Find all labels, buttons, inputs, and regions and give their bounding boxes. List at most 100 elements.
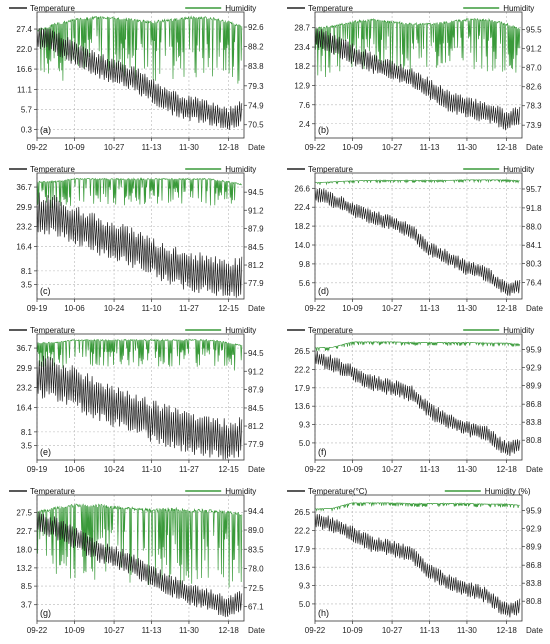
legend-temperature-label: Temperature [308, 165, 353, 174]
y-right-tick-label: 80.8 [526, 597, 542, 606]
y-right-tick-label: 84.5 [248, 404, 264, 413]
plot-frame [36, 172, 245, 300]
legend-humidity-label: Humidity [503, 326, 534, 335]
y-left-tick-label: 16.6 [16, 65, 32, 74]
panel-h: 5.0 9.3 13.6 17.9 22.2 26.5 80.8 83.8 86.8 89.9 92… [287, 487, 543, 635]
y-right-tick-label: 76.4 [526, 279, 542, 288]
y-left-tick-label: 16.4 [16, 404, 32, 413]
x-axis-label: Date [248, 304, 265, 313]
y-left-tick-label: 3.7 [21, 601, 33, 610]
y-left-tick-label: 9.3 [299, 421, 311, 430]
temperature-series-line [37, 511, 243, 618]
x-tick-label: 11-13 [420, 465, 440, 474]
legend: Temperature Humidity [9, 4, 256, 13]
y-right-tick-label: 78.0 [248, 565, 264, 574]
legend-temperature-label: Temperature [30, 165, 75, 174]
legend: Temperature(°C) Humidity (%) [287, 487, 531, 496]
y-left-tick-label: 11.1 [17, 85, 33, 94]
legend: Temperature Humidity [9, 487, 256, 496]
y-right-tick-label: 95.9 [526, 346, 542, 355]
y-right-tick-label: 77.9 [248, 279, 264, 288]
y-right-tick-label: 88.0 [526, 222, 542, 231]
y-right-tick-label: 94.5 [248, 349, 264, 358]
panel-e: 3.5 8.1 16.4 23.2 29.9 36.7 77.9 81.2 84.5 87.9 91… [9, 326, 265, 474]
y-right-tick-label: 91.2 [248, 206, 264, 215]
panel-label: (b) [318, 125, 329, 135]
x-axis-label: Date [526, 143, 543, 152]
y-left-tick-label: 36.7 [16, 344, 32, 353]
y-right-tick-label: 86.8 [526, 561, 542, 570]
x-tick-label: 11-13 [420, 626, 440, 635]
legend-humidity-label: Humidity (%) [485, 487, 531, 496]
grid [314, 173, 522, 299]
panel-label: (a) [40, 125, 51, 135]
y-right-tick-label: 87.0 [526, 63, 542, 72]
x-tick-label: 09-19 [27, 304, 48, 313]
panel-g: 3.7 8.5 13.2 18.0 22.7 27.5 67.1 72.5 78.0 83.5 89… [9, 487, 265, 635]
y-right-tick-label: 91.2 [526, 45, 542, 54]
panel-b: 2.4 7.6 12.9 18.2 23.4 28.7 73.9 78.3 82.6 87.0 91… [287, 4, 543, 152]
y-left-tick-label: 17.9 [294, 545, 310, 554]
x-tick-label: 11-13 [142, 143, 162, 152]
legend-humidity-label: Humidity [503, 165, 534, 174]
y-right-tick-label: 92.9 [526, 525, 542, 534]
humidity-series-line [37, 503, 243, 588]
y-right-tick-label: 81.2 [248, 261, 264, 270]
y-right-tick-label: 88.2 [248, 42, 264, 51]
x-tick-label: 10-06 [64, 465, 85, 474]
y-right-tick-label: 89.0 [248, 526, 264, 535]
x-tick-label: 12-18 [496, 465, 517, 474]
x-tick-label: 10-06 [64, 304, 85, 313]
y-left-tick-label: 23.2 [16, 223, 32, 232]
legend-temperature-label: Temperature(°C) [308, 487, 368, 496]
temperature-series-line [315, 28, 521, 131]
panel-label: (f) [318, 447, 327, 457]
y-left-tick-label: 7.6 [299, 101, 311, 110]
y-right-tick-label: 87.9 [248, 224, 264, 233]
humidity-series-line [315, 178, 520, 186]
y-left-tick-label: 14.0 [294, 241, 310, 250]
plot-frame [36, 333, 245, 461]
y-right-tick-label: 84.5 [248, 243, 264, 252]
x-tick-label: 11-30 [179, 143, 199, 152]
x-axis-label: Date [526, 465, 543, 474]
humidity-series-line [315, 17, 521, 78]
x-axis-label: Date [526, 626, 543, 635]
x-axis-label: Date [526, 304, 543, 313]
y-left-tick-label: 18.2 [294, 62, 310, 71]
x-tick-label: 09-22 [305, 465, 326, 474]
temperature-series-line [315, 512, 521, 618]
legend-humidity-label: Humidity [225, 4, 256, 13]
x-axis-label: Date [248, 465, 265, 474]
y-left-tick-label: 17.9 [294, 384, 310, 393]
y-right-tick-label: 77.9 [248, 440, 264, 449]
plot-frame [36, 494, 245, 622]
y-right-tick-label: 78.3 [526, 102, 542, 111]
temperature-series-line [37, 27, 243, 130]
y-left-tick-label: 8.5 [21, 582, 33, 591]
x-tick-label: 12-15 [218, 465, 239, 474]
x-tick-label: 10-27 [382, 626, 403, 635]
y-left-tick-label: 22.0 [16, 45, 32, 54]
y-left-tick-label: 26.5 [294, 508, 310, 517]
humidity-series-line [315, 501, 520, 512]
temperature-series-line [37, 355, 243, 460]
panel-label: (c) [40, 286, 51, 296]
y-right-tick-label: 95.5 [526, 26, 542, 35]
y-right-tick-label: 80.3 [526, 260, 542, 269]
y-right-tick-label: 67.1 [248, 603, 264, 612]
x-tick-label: 10-27 [382, 465, 403, 474]
humidity-series-line [37, 15, 243, 84]
y-left-tick-label: 3.5 [21, 441, 33, 450]
x-tick-label: 11-13 [142, 626, 162, 635]
x-tick-label: 10-09 [64, 143, 85, 152]
x-tick-label: 10-24 [104, 304, 125, 313]
y-left-tick-label: 18.2 [294, 222, 310, 231]
y-left-tick-label: 22.2 [294, 365, 310, 374]
legend-humidity-label: Humidity [225, 326, 256, 335]
y-right-tick-label: 82.6 [526, 83, 542, 92]
x-axis-label: Date [248, 626, 265, 635]
x-tick-label: 11-27 [179, 304, 199, 313]
x-tick-label: 11-30 [457, 143, 477, 152]
